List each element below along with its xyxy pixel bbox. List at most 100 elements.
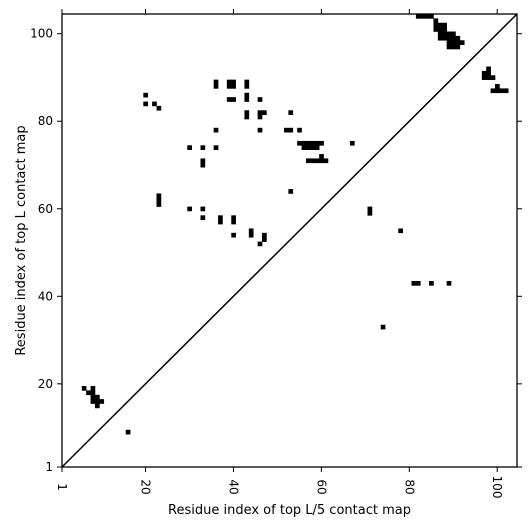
contact-point — [446, 35, 452, 41]
contact-point — [442, 27, 447, 32]
y-tick-label: 100 — [30, 27, 53, 41]
contact-point — [490, 75, 496, 80]
contact-point — [319, 154, 324, 159]
x-tick-label: 60 — [314, 479, 328, 494]
contact-point — [90, 394, 96, 400]
contact-point — [200, 158, 206, 164]
contact-point — [446, 280, 452, 286]
contact-point — [213, 79, 219, 85]
contact-point — [297, 127, 302, 133]
contact-point — [156, 105, 162, 111]
x-tick-label: 40 — [226, 479, 240, 494]
contact-point — [257, 241, 263, 247]
contact-point — [200, 215, 206, 221]
contact-point — [156, 193, 162, 199]
contact-point — [455, 40, 461, 45]
contact-point — [200, 162, 206, 168]
contact-point — [429, 14, 434, 19]
contact-point — [297, 140, 302, 146]
contact-point — [244, 110, 250, 115]
contact-point — [218, 219, 223, 225]
contact-point — [257, 97, 263, 102]
contact-point — [231, 84, 236, 89]
contact-point — [305, 145, 311, 150]
contact-point — [257, 114, 263, 120]
contact-point — [481, 70, 487, 76]
y-tick-label: 1 — [45, 460, 53, 474]
contact-point — [262, 237, 267, 242]
contact-point — [367, 206, 373, 212]
contact-point — [398, 228, 403, 234]
contact-point — [244, 92, 250, 98]
contact-point — [437, 27, 443, 32]
contact-point — [446, 44, 452, 50]
contact-point — [125, 429, 131, 435]
contact-point — [226, 79, 232, 85]
contact-point — [94, 403, 100, 409]
contact-point — [257, 127, 263, 133]
x-tick-label: 1 — [55, 483, 69, 491]
y-tick-label: 40 — [38, 289, 53, 303]
contact-point — [442, 22, 447, 28]
contact-point — [503, 88, 509, 94]
contact-point — [380, 324, 386, 330]
contact-point — [310, 140, 316, 146]
contact-point — [226, 97, 232, 102]
contact-point — [94, 399, 100, 404]
x-tick-label: 20 — [139, 479, 153, 494]
contact-point — [446, 40, 452, 45]
contact-point — [499, 88, 505, 94]
contact-point — [94, 394, 100, 400]
y-tick-label: 80 — [38, 114, 53, 128]
contact-point — [310, 145, 316, 150]
contact-point — [319, 158, 324, 164]
contact-point — [415, 14, 421, 19]
contact-point — [231, 79, 236, 85]
x-tick-label: 100 — [490, 476, 504, 499]
contact-point — [231, 232, 236, 238]
contact-point — [156, 202, 162, 207]
contact-point — [437, 22, 443, 28]
diagonal-line — [61, 13, 518, 468]
contact-point — [244, 114, 250, 120]
contact-point — [433, 22, 439, 28]
contact-point — [495, 88, 500, 94]
contact-point — [442, 35, 447, 41]
contact-point — [433, 18, 439, 24]
contact-point — [314, 140, 320, 146]
contact-point — [187, 206, 192, 212]
contact-point — [86, 390, 91, 396]
contact-point — [143, 101, 149, 107]
contact-point — [288, 110, 294, 115]
contact-point — [314, 158, 320, 164]
contact-point — [90, 386, 96, 391]
contact-point — [81, 386, 87, 391]
x-axis: 1 20 40 60 80 100 — [55, 9, 504, 498]
contact-point — [143, 92, 149, 98]
contact-point — [218, 215, 223, 221]
contact-point — [451, 40, 456, 45]
contact-point — [301, 140, 307, 146]
contact-point — [288, 127, 294, 133]
contact-point — [451, 35, 456, 41]
x-tick-label: 80 — [402, 479, 416, 494]
contact-point — [244, 79, 250, 85]
contact-point — [156, 197, 162, 203]
plot-frame — [61, 13, 518, 468]
contact-point — [495, 84, 500, 89]
contact-point — [481, 75, 487, 80]
contact-point — [490, 88, 496, 94]
contact-point — [99, 399, 105, 404]
contact-point — [213, 145, 219, 150]
contact-point — [437, 31, 443, 37]
contact-point — [367, 210, 373, 216]
contact-point — [284, 127, 289, 133]
contact-point — [248, 228, 254, 234]
contact-point — [213, 84, 219, 89]
contact-point — [459, 40, 465, 45]
contact-point — [244, 97, 250, 102]
contact-point — [288, 189, 294, 194]
contact-point — [244, 84, 250, 89]
contact-point — [213, 127, 219, 133]
